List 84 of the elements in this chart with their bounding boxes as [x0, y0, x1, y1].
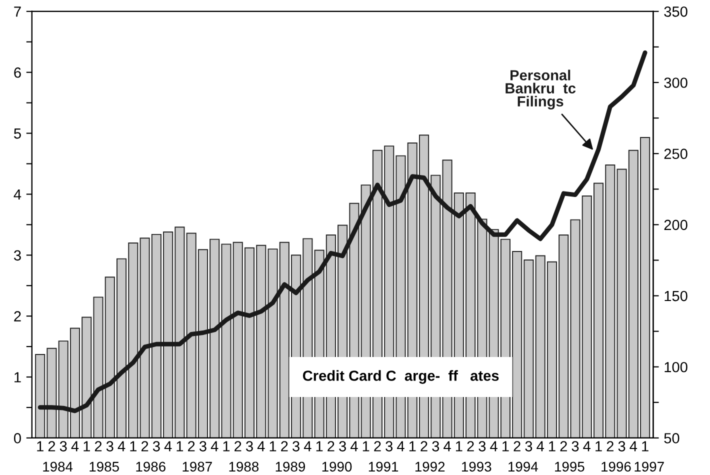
x-tick-label: 2	[234, 441, 242, 452]
text: 1992	[415, 462, 445, 472]
x-tick-label: 3	[60, 441, 67, 452]
x-tick-label: 4	[257, 441, 265, 452]
x-tick-label: 2	[94, 441, 102, 452]
x-tick-label: 3	[199, 441, 206, 452]
x-tick-label: 2	[141, 441, 148, 452]
x-tick-label: 1	[37, 441, 44, 452]
text: 1985	[90, 462, 119, 472]
x-tick-label: 2	[467, 441, 474, 452]
y2-tick-label: 50	[664, 433, 680, 444]
x-tick-label: 1	[270, 441, 276, 452]
x-tick-label: 2	[188, 441, 195, 452]
x-tick-label: 3	[292, 441, 300, 452]
y2-tick-label: 300	[664, 78, 688, 88]
x-tick-label: 4	[397, 441, 404, 452]
text: 1996	[602, 462, 631, 472]
x-tick-label: 3	[572, 441, 579, 452]
text: 1987	[182, 462, 212, 472]
text: 1990	[322, 462, 352, 472]
y2-tick-label: 350	[664, 6, 688, 17]
x-tick-label: 3	[478, 441, 486, 452]
x-tick-label: 3	[432, 441, 440, 452]
text: Personal Bankru tc Filings	[506, 70, 576, 110]
text: 1991	[368, 462, 398, 472]
y-tick-label: 1	[14, 372, 21, 382]
x-tick-label: 4	[490, 441, 498, 452]
y-tick-label: 7	[14, 6, 21, 17]
y-tick-label: 3	[14, 250, 21, 261]
x-tick-label: 3	[106, 441, 114, 452]
x-tick-label: 1	[502, 441, 509, 452]
text: 1988	[229, 462, 259, 472]
x-tick-label: 3	[339, 441, 346, 452]
y-tick-label: 2	[14, 311, 21, 322]
x-tick-label: 1	[596, 441, 602, 452]
x-tick-label: 4	[444, 441, 451, 452]
x-tick-label: 2	[560, 441, 567, 452]
text: 1993	[462, 462, 492, 472]
x-tick-label: 1	[362, 441, 370, 452]
y2-tick-label: 250	[664, 148, 688, 160]
x-tick-label: 2	[374, 441, 381, 452]
x-tick-label: 3	[618, 441, 626, 452]
x-tick-label: 1	[642, 441, 648, 452]
x-tick-label: 1	[223, 441, 230, 452]
y2-tick-label: 100	[664, 362, 688, 372]
x-tick-label: 1	[176, 441, 184, 452]
x-tick-label: 1	[316, 441, 323, 452]
text: 1986	[136, 462, 166, 472]
x-tick-label: 4	[118, 441, 126, 452]
y-tick-label: 4	[14, 189, 22, 200]
x-tick-label: 2	[514, 441, 520, 452]
x-tick-label: 3	[246, 441, 253, 452]
x-tick-label: 1	[409, 441, 416, 452]
text: 1994	[508, 462, 538, 472]
text: 1984	[43, 462, 73, 472]
y-tick-label: 6	[14, 67, 21, 78]
y-tick-label: 5	[14, 128, 21, 139]
y-tick-label: 0	[14, 433, 21, 444]
x-tick-label: 2	[328, 441, 334, 452]
x-tick-label: 1	[84, 441, 90, 452]
text: 1989	[276, 462, 306, 472]
x-tick-label: 1	[130, 441, 137, 452]
x-tick-label: 4	[304, 441, 312, 452]
x-tick-label: 3	[386, 441, 393, 452]
x-tick-label: 4	[350, 441, 358, 452]
y2-tick-label: 150	[664, 290, 688, 302]
x-tick-label: 2	[281, 441, 288, 452]
x-tick-label: 4	[210, 441, 218, 452]
series-label: Credit Card C arge- ff ates	[302, 370, 499, 384]
x-tick-label: 4	[630, 441, 638, 452]
x-tick-label: 1	[456, 441, 462, 452]
text: 1995	[555, 462, 584, 472]
x-tick-label: 1	[549, 441, 556, 452]
x-tick-label: 2	[48, 441, 56, 452]
x-tick-label: 3	[525, 441, 532, 452]
text: 1997	[634, 462, 664, 472]
x-tick-label: 4	[536, 441, 544, 452]
x-tick-label: 4	[583, 441, 591, 452]
x-tick-label: 4	[71, 441, 79, 452]
x-tick-label: 4	[164, 441, 172, 452]
x-tick-label: 2	[606, 441, 614, 452]
y2-tick-label: 200	[664, 220, 688, 230]
x-tick-label: 2	[420, 441, 428, 452]
x-tick-label: 3	[152, 441, 160, 452]
